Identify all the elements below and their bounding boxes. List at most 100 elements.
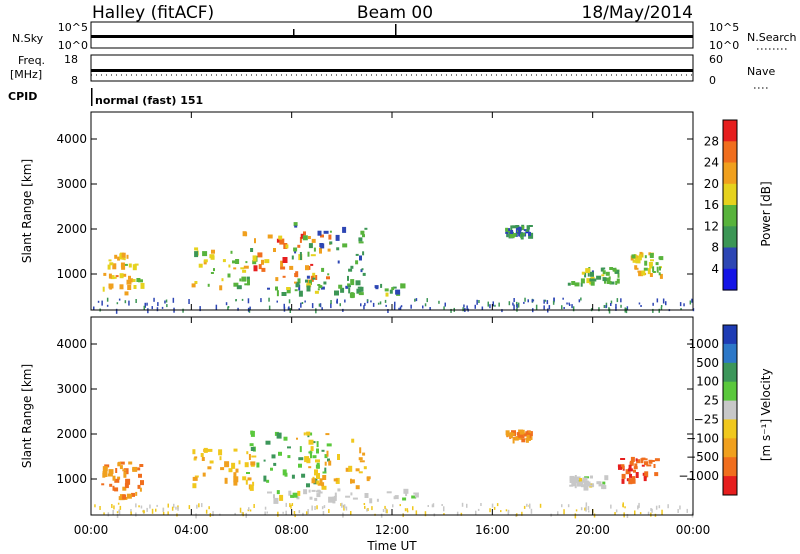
heatmap-cell	[119, 461, 125, 465]
heatmap-cell	[227, 306, 229, 310]
colorbar-tick-label: −25	[694, 412, 719, 426]
heatmap-cell	[489, 508, 491, 513]
heatmap-cell	[400, 305, 403, 308]
heatmap-cell	[523, 301, 525, 304]
colorbar-frame	[722, 119, 738, 291]
heatmap-cell	[360, 269, 363, 273]
heatmap-cell	[281, 292, 287, 296]
heatmap-cell	[438, 300, 440, 304]
heatmap-cell	[306, 275, 310, 279]
heatmap-cell	[198, 263, 203, 268]
heatmap-cell	[249, 306, 251, 310]
freq-unit: [MHz]	[10, 68, 42, 81]
heatmap-cell	[481, 306, 484, 311]
heatmap-cell	[224, 461, 230, 468]
heatmap-cell	[251, 455, 257, 458]
heatmap-cell	[149, 504, 151, 509]
heatmap-cell	[450, 308, 452, 313]
heatmap-cell	[546, 300, 549, 305]
heatmap-cell	[295, 283, 300, 288]
heatmap-cell	[360, 230, 365, 235]
heatmap-cell	[273, 494, 275, 499]
heatmap-cell	[195, 513, 197, 519]
heatmap-cell	[294, 281, 297, 284]
heatmap-cell	[315, 464, 320, 469]
heatmap-cell	[347, 275, 349, 281]
heatmap-cell	[253, 265, 258, 272]
heatmap-cell	[279, 238, 285, 245]
heatmap-cell	[286, 287, 291, 294]
heatmap-cell	[606, 281, 612, 284]
heatmap-cell	[188, 299, 190, 304]
heatmap-cell	[350, 478, 352, 484]
heatmap-cell	[640, 305, 642, 307]
heatmap-cell	[603, 305, 606, 308]
heatmap-cell	[478, 300, 480, 303]
heatmap-cell	[319, 478, 323, 485]
heatmap-cell	[608, 276, 611, 280]
heatmap-cell	[273, 248, 276, 252]
heatmap-cell	[585, 502, 588, 507]
heatmap-cell	[410, 304, 412, 309]
heatmap-cell	[620, 304, 622, 308]
heatmap-cell	[250, 447, 255, 451]
heatmap-cell	[391, 287, 395, 291]
heatmap-cell	[227, 273, 231, 278]
heatmap-cell	[233, 267, 237, 270]
heatmap-cell	[245, 479, 248, 485]
heatmap-cell	[165, 299, 168, 303]
heatmap-cell	[310, 254, 316, 257]
heatmap-cell	[314, 506, 316, 510]
heatmap-cell	[462, 307, 464, 312]
heatmap-cell	[298, 290, 303, 297]
heatmap-cell	[679, 505, 681, 510]
heatmap-cell	[291, 255, 294, 260]
heatmap-cell	[561, 504, 563, 508]
heatmap-cell	[315, 478, 317, 484]
heatmap-cell	[686, 508, 688, 513]
heatmap-cell	[358, 292, 364, 296]
heatmap-cell	[402, 497, 407, 501]
heatmap-cell	[512, 437, 515, 444]
heatmap-cell	[115, 468, 118, 473]
heatmap-cell	[246, 451, 249, 455]
heatmap-cell	[278, 235, 283, 240]
heatmap-cell	[268, 297, 270, 302]
heatmap-cell	[580, 507, 583, 511]
heatmap-cell	[171, 506, 174, 511]
heatmap-cell	[384, 299, 387, 303]
heatmap-cell	[506, 233, 509, 238]
heatmap-cell	[106, 297, 109, 302]
heatmap-cell	[393, 496, 396, 500]
heatmap-cell	[531, 299, 534, 303]
heatmap-cell	[119, 465, 123, 470]
heatmap-cell	[112, 475, 116, 481]
heatmap-cell	[341, 502, 343, 508]
heatmap-cell	[198, 503, 200, 508]
heatmap-cell	[250, 430, 255, 437]
heatmap-cell	[208, 506, 210, 510]
heatmap-cell	[517, 227, 522, 232]
heatmap-cell	[575, 509, 578, 512]
freq-tick-bottom: 8	[71, 74, 78, 87]
heatmap-cell	[293, 247, 298, 252]
cpid-marker	[91, 88, 93, 106]
heatmap-cell	[329, 241, 333, 245]
heatmap-cell	[264, 511, 266, 516]
heatmap-cell	[508, 301, 511, 306]
heatmap-cell	[652, 308, 654, 313]
heatmap-cell	[659, 266, 661, 271]
heatmap-cell	[254, 238, 256, 244]
heatmap-cell	[371, 506, 373, 511]
heatmap-cell	[316, 505, 318, 510]
heatmap-cell	[429, 307, 431, 310]
heatmap-cell	[582, 477, 588, 481]
heatmap-cell	[308, 466, 312, 469]
heatmap-cell	[247, 477, 252, 481]
heatmap-cell	[580, 481, 584, 485]
heatmap-cell	[633, 466, 638, 470]
heatmap-cell	[414, 298, 416, 302]
heatmap-cell	[406, 508, 409, 512]
heatmap-cell	[242, 476, 247, 481]
heatmap-cell	[543, 299, 545, 304]
